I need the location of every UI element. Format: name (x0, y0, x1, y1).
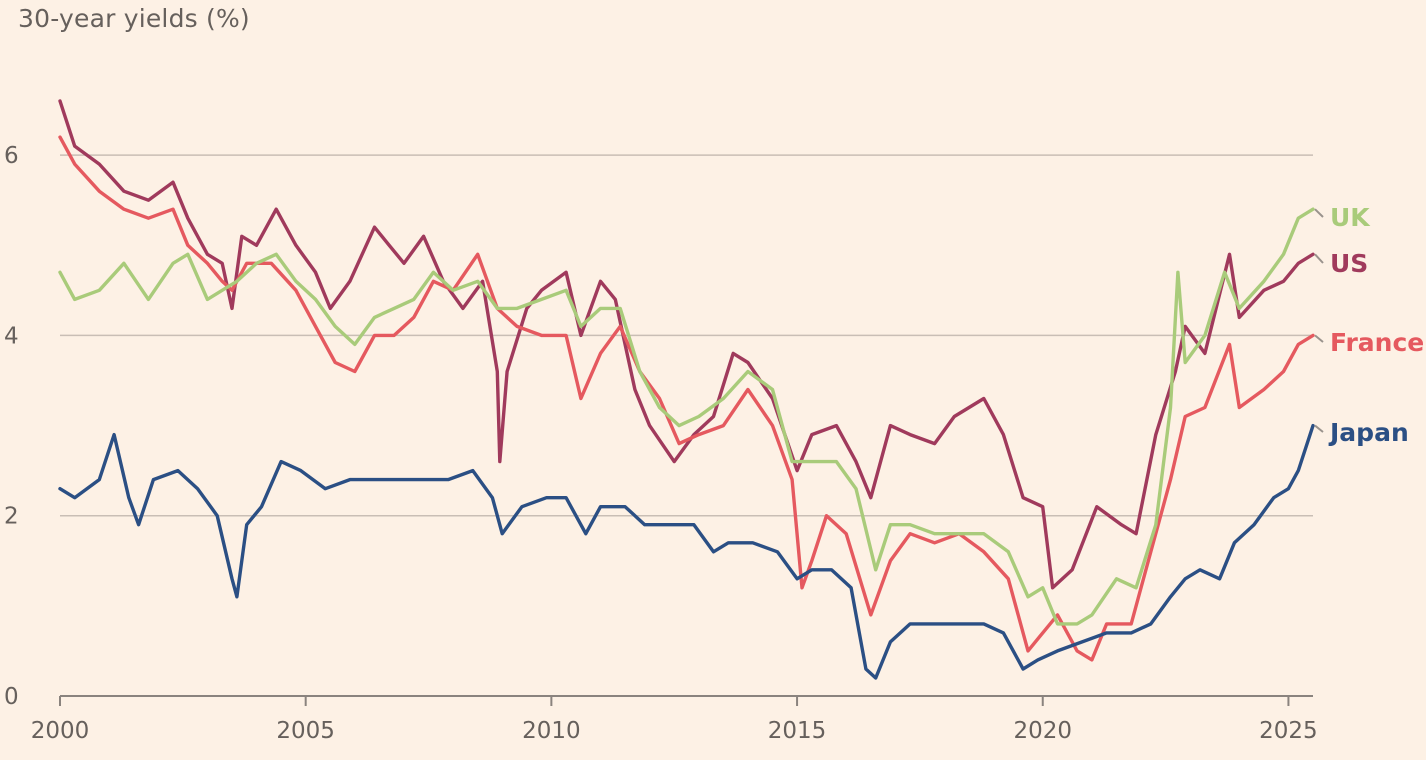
end-label-uk: UK (1330, 203, 1371, 232)
y-tick-label-4: 4 (4, 323, 19, 349)
end-label-japan: Japan (1328, 418, 1409, 447)
y-tick-label-0: 0 (4, 684, 19, 710)
leader-japan (1314, 424, 1324, 433)
x-tick-label-2020: 2020 (1013, 718, 1072, 744)
series-line-us (58, 99, 1315, 590)
y-axis-title: 30-year yields (%) (18, 4, 250, 33)
x-tick-label-2010: 2010 (522, 718, 581, 744)
leader-uk (1314, 208, 1324, 218)
end-label-us: US (1330, 249, 1368, 278)
x-tick-label-2000: 2000 (31, 718, 90, 744)
leader-france (1314, 334, 1324, 343)
y-tick-label-2: 2 (4, 504, 19, 530)
x-tick-label-2015: 2015 (768, 718, 827, 744)
y-tick-label-6: 6 (4, 143, 19, 169)
x-tick-label-2025: 2025 (1259, 718, 1318, 744)
end-label-france: France (1330, 328, 1424, 357)
series-line-france (58, 135, 1315, 662)
series-line-uk (58, 207, 1315, 626)
series-line-japan (58, 423, 1315, 680)
x-tick-label-2005: 2005 (276, 718, 335, 744)
leader-us (1314, 253, 1324, 264)
